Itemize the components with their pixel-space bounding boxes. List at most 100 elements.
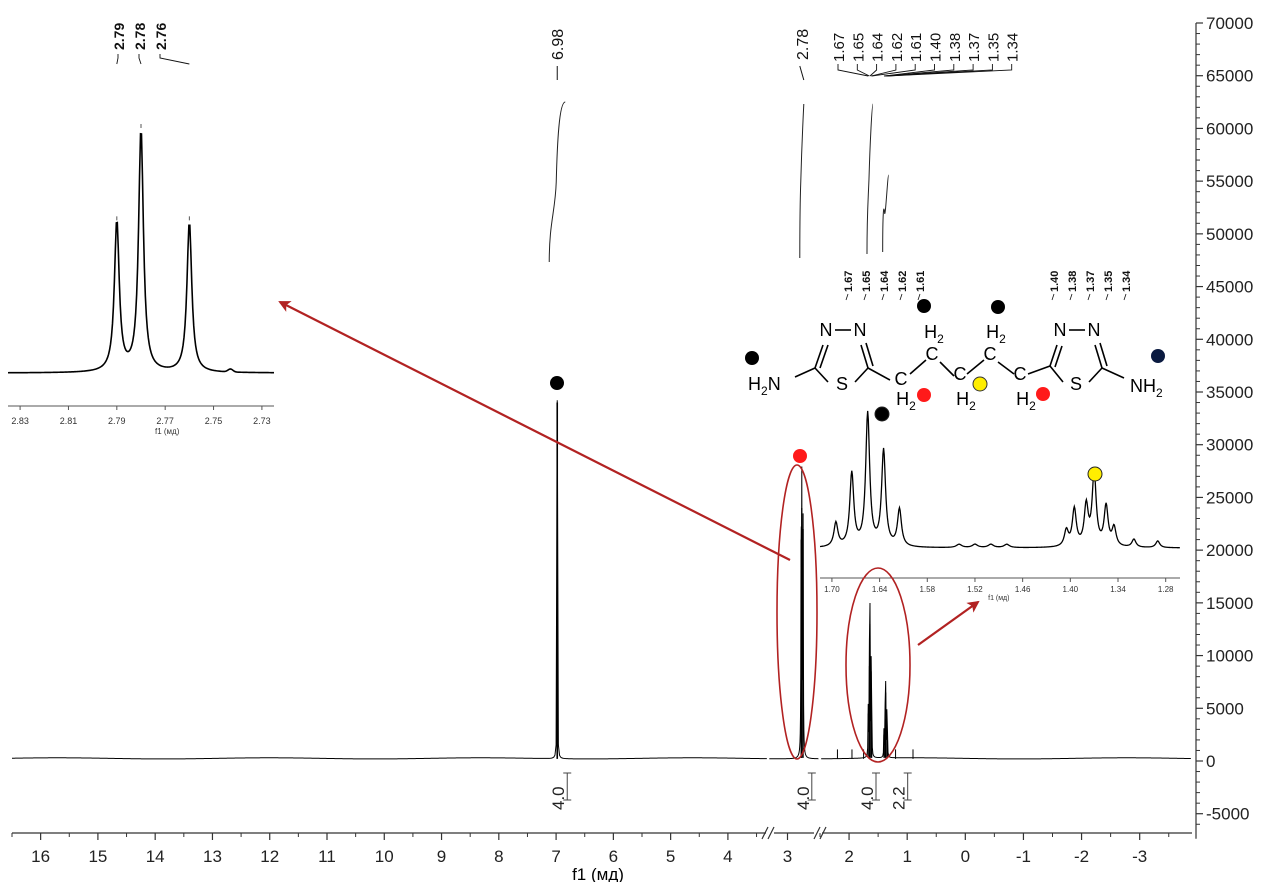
y-tick-label: -5000 xyxy=(1206,805,1249,824)
x-tick-label: 10 xyxy=(375,847,394,866)
peak-label-leader xyxy=(869,64,878,77)
integral-value: 2.2 xyxy=(890,786,909,810)
bond xyxy=(1049,344,1058,367)
bond xyxy=(1027,365,1051,375)
y-tick-label: 45000 xyxy=(1206,278,1253,297)
inset-peak-label: 1.67 xyxy=(843,271,855,292)
inset-label-leader xyxy=(863,293,867,301)
inset-peak-label: 1.64 xyxy=(879,270,891,292)
inset-peak-label: 1.38 xyxy=(1067,271,1079,292)
y-axis: -5000 0 5000 10000 15000 20000 25000 30000 35000… xyxy=(1195,14,1253,839)
black-marker xyxy=(917,299,931,313)
y-tick-label: 60000 xyxy=(1206,119,1253,138)
atom-part: 2 xyxy=(761,384,768,398)
inset-label-leader xyxy=(1105,293,1109,301)
inset-peak-label: 2.78 xyxy=(132,23,148,50)
bond xyxy=(997,361,1015,375)
peak-label: 1.67 xyxy=(831,33,848,62)
x-tick-label: -2 xyxy=(1074,847,1089,866)
inset-peak-label: 1.61 xyxy=(915,271,927,292)
bond xyxy=(867,367,891,381)
inset-axis-label: f1 (мд) xyxy=(155,427,180,436)
double-bond xyxy=(1054,345,1063,368)
inset-triplet: 2.83 2.81 2.79 2.77 2.75 2.73 f1 (мд) 2.79 2.78 2… xyxy=(7,23,275,436)
x-tick-label: 1 xyxy=(902,847,911,866)
red-marker xyxy=(793,449,807,463)
inset-peak-label: 1.62 xyxy=(897,271,909,292)
integrals: 4.0 4.0 4.0 2.2 xyxy=(548,101,912,810)
black-marker xyxy=(991,300,1005,314)
peak-label-leader xyxy=(837,64,869,77)
spectrum xyxy=(11,400,1191,760)
x-tick-label: 7 xyxy=(551,847,560,866)
inset-label-leader xyxy=(159,54,190,65)
inset-label-leader xyxy=(138,54,142,65)
peak-label: 1.35 xyxy=(985,33,1002,62)
x-tick-label: 16 xyxy=(31,847,50,866)
peak-label: 1.65 xyxy=(850,33,867,62)
inset-tick-label: 2.73 xyxy=(253,416,271,426)
y-tick-label: 20000 xyxy=(1206,541,1253,560)
black-marker xyxy=(874,406,890,422)
inset-label-leader xyxy=(1051,293,1055,301)
carbon-label: C xyxy=(926,344,939,364)
integral-value: 4.0 xyxy=(549,786,568,810)
atom-subscript: 2 xyxy=(1029,399,1036,413)
atom-subscript: 2 xyxy=(999,332,1006,346)
integral-curve xyxy=(799,103,805,259)
atom-subscript: 2 xyxy=(937,332,944,346)
peak-label: 1.64 xyxy=(870,33,887,62)
axis-break-mark xyxy=(767,826,775,840)
atom-main: H xyxy=(986,322,999,342)
peak-label-leader xyxy=(871,64,916,77)
amine-right: NH2 xyxy=(1130,376,1163,400)
inset-tick-label: 2.83 xyxy=(11,416,29,426)
peak-label: 1.34 xyxy=(1005,33,1022,62)
inset-tick-label: 1.28 xyxy=(1158,585,1174,594)
inset-tick-label: 2.77 xyxy=(156,416,174,426)
x-tick-label: 9 xyxy=(437,847,446,866)
y-tick-label: 70000 xyxy=(1206,14,1253,33)
inset-axis-label: f1 (мд) xyxy=(988,595,1009,602)
peak-label-leader xyxy=(883,64,935,77)
y-tick-label: 55000 xyxy=(1206,172,1253,191)
inset-peak-label: 1.40 xyxy=(1049,271,1061,292)
inset-trace xyxy=(819,410,1180,549)
bond xyxy=(814,344,824,369)
bond xyxy=(814,367,829,383)
y-tick-label: 40000 xyxy=(1206,330,1253,349)
inset-tick-label: 1.70 xyxy=(824,585,840,594)
peak-label-leader xyxy=(871,64,897,77)
highlight-ellipse xyxy=(845,567,911,763)
red-marker xyxy=(1036,387,1050,401)
peak-label: 1.40 xyxy=(928,33,945,62)
inset-tick-label: 1.52 xyxy=(967,585,983,594)
inset-label-leader xyxy=(917,293,921,301)
atom-part: NH xyxy=(1130,376,1156,396)
inset-label-leader xyxy=(1087,293,1091,301)
bond xyxy=(909,359,927,375)
y-tick-label: 5000 xyxy=(1206,699,1244,718)
inset-peak-label: 1.37 xyxy=(1085,271,1097,292)
x-tick-label: 11 xyxy=(318,847,336,866)
inset-peak-label: 1.65 xyxy=(861,271,873,292)
x-tick-label: 6 xyxy=(609,847,618,866)
x-tick-label: 0 xyxy=(961,847,970,866)
navy-marker xyxy=(1151,349,1165,363)
ch2-label: H2 xyxy=(956,389,976,413)
x-tick-label: -1 xyxy=(1016,847,1031,866)
inset-label-leader xyxy=(845,293,849,301)
y-tick-label: 25000 xyxy=(1206,488,1253,507)
inset-label-leader xyxy=(1069,293,1073,301)
peak-label: 1.62 xyxy=(889,33,906,62)
nitrogen-label: N xyxy=(1088,320,1101,340)
peak-label: 6.98 xyxy=(550,29,567,60)
peak-labels: 6.98 2.78 1.67 1.65 1.64 1.62 1.61 1.40 1.38 1.37… xyxy=(550,29,1022,81)
inset-tick-label: 1.40 xyxy=(1063,585,1079,594)
carbon-label: C xyxy=(1014,364,1027,384)
x-tick-label: 15 xyxy=(88,847,107,866)
carbon-label: C xyxy=(984,344,997,364)
inset-tick-label: 2.79 xyxy=(108,416,126,426)
x-tick-label: 14 xyxy=(146,847,165,866)
nitrogen-label: N xyxy=(854,320,867,340)
